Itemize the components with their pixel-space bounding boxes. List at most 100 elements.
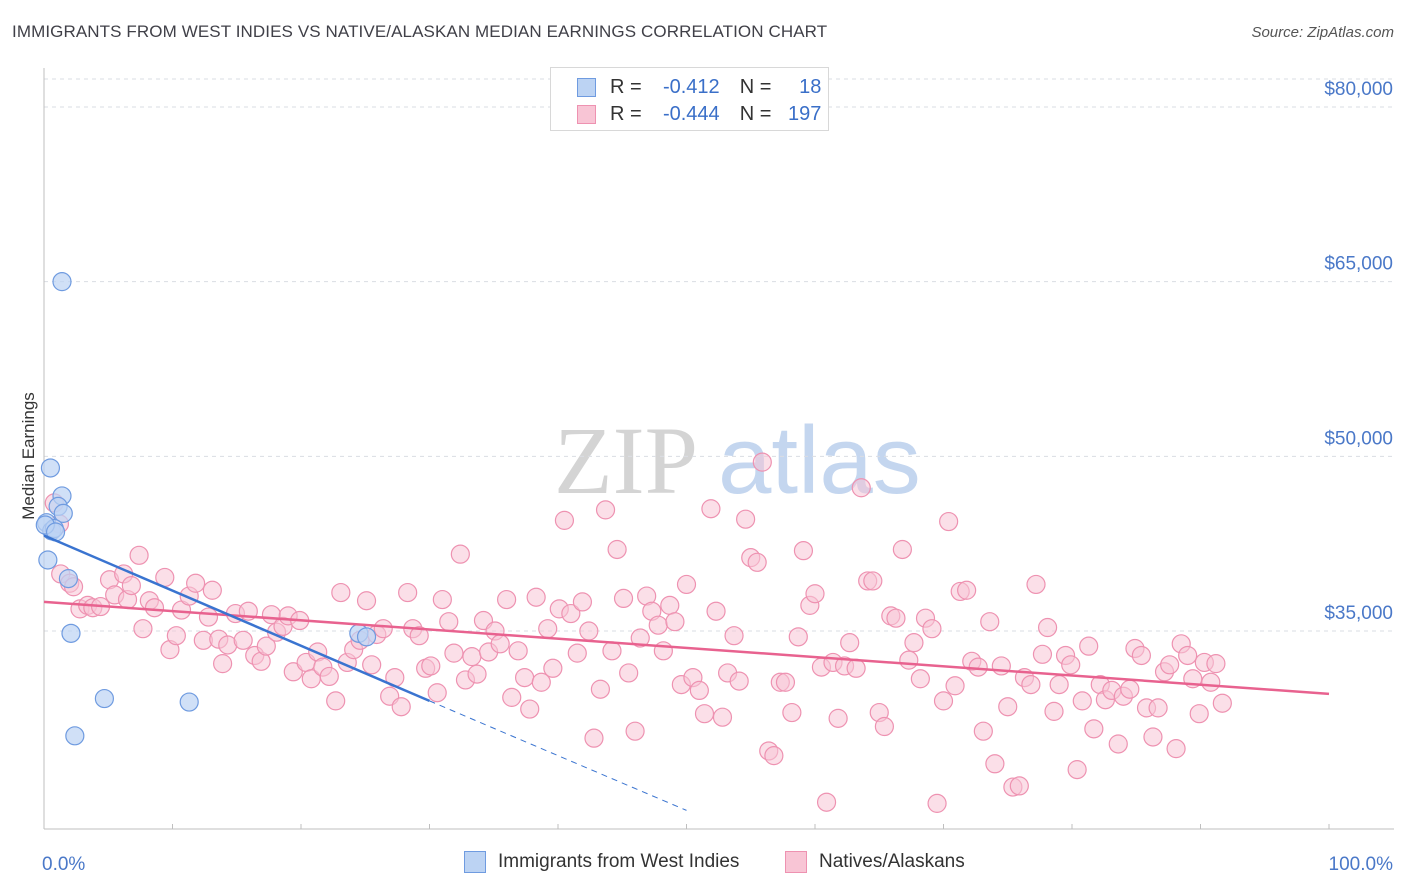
- data-point-natives: [1131, 645, 1151, 666]
- data-point-natives: [450, 544, 470, 564]
- data-point-west-indies: [179, 692, 199, 712]
- data-point-natives: [567, 643, 587, 663]
- data-point-natives: [1044, 701, 1064, 721]
- data-point-natives: [828, 708, 848, 728]
- data-point-natives: [520, 699, 540, 719]
- series-immigrants-west-indies: [35, 272, 377, 746]
- data-point-natives: [985, 754, 1005, 774]
- data-point-natives: [129, 545, 149, 565]
- data-point-natives: [572, 592, 593, 612]
- data-point-natives: [607, 539, 627, 560]
- data-point-natives: [561, 603, 581, 624]
- data-point-natives: [1189, 704, 1209, 724]
- legend-item-west-indies: Immigrants from West Indies: [464, 851, 739, 873]
- trend-line-west-indies-extension: [429, 700, 687, 811]
- data-point-natives: [373, 619, 393, 639]
- y-tick-label: $65,000: [1324, 254, 1393, 275]
- data-point-natives: [590, 679, 611, 699]
- data-point-natives: [899, 650, 919, 670]
- data-point-west-indies: [356, 627, 377, 647]
- data-point-natives: [198, 607, 219, 627]
- grid-lines: [44, 78, 1394, 632]
- data-point-west-indies: [38, 550, 58, 570]
- data-point-natives: [1178, 645, 1198, 666]
- data-point-natives: [213, 654, 233, 674]
- trend-line-west-indies: [43, 534, 430, 703]
- data-point-natives: [595, 500, 616, 520]
- legend-n-value: 197: [788, 102, 822, 125]
- watermark: ZIP atlas: [554, 407, 921, 514]
- data-point-natives: [538, 619, 558, 639]
- source-label: Source: ZipAtlas.com: [1251, 24, 1394, 41]
- legend-swatch-west-indies: [464, 851, 486, 873]
- data-point-natives: [851, 478, 871, 498]
- data-point-natives: [497, 589, 517, 610]
- data-point-natives: [752, 452, 772, 472]
- data-point-natives: [1026, 574, 1046, 595]
- data-point-natives: [892, 539, 912, 560]
- legend-item-natives: Natives/Alaskans: [785, 851, 965, 873]
- data-point-natives: [1160, 655, 1180, 675]
- data-point-natives: [1201, 672, 1221, 692]
- y-tick-labels: $35,000 $50,000 $65,000 $80,000: [1324, 79, 1393, 624]
- data-point-natives: [326, 691, 346, 711]
- data-point-natives: [1148, 698, 1168, 718]
- data-point-natives: [957, 580, 977, 600]
- data-point-natives: [526, 587, 546, 607]
- x-tick-label-min: 0.0%: [42, 854, 85, 875]
- data-point-natives: [186, 573, 206, 593]
- data-point-natives: [331, 582, 351, 603]
- data-point-natives: [462, 647, 482, 667]
- y-tick-label: $50,000: [1324, 428, 1393, 449]
- data-point-natives: [648, 615, 668, 635]
- data-point-natives: [1049, 674, 1069, 695]
- data-point-natives: [256, 636, 276, 656]
- watermark-atlas: atlas: [718, 407, 921, 514]
- data-point-natives: [660, 595, 680, 615]
- data-point-natives: [782, 702, 802, 723]
- x-tick-label-max: 100.0%: [1329, 854, 1394, 875]
- data-point-west-indies: [94, 688, 114, 709]
- data-point-natives: [602, 641, 622, 661]
- legend-row-natives: R = -0.444 N = 197: [577, 102, 821, 126]
- data-point-natives: [980, 612, 1000, 632]
- data-point-natives: [625, 721, 645, 741]
- data-point-natives: [922, 619, 942, 639]
- data-point-natives: [1079, 636, 1099, 656]
- data-point-natives: [133, 619, 153, 639]
- correlation-legend: R = -0.412 N = 18 R = -0.444 N = 197: [550, 67, 829, 131]
- data-point-natives: [874, 716, 894, 737]
- legend-swatch-natives: [785, 851, 807, 873]
- legend-row-west-indies: R = -0.412 N = 18: [577, 75, 821, 99]
- data-point-natives: [775, 672, 796, 692]
- data-point-natives: [1108, 734, 1128, 754]
- data-point-natives: [945, 676, 965, 696]
- data-point-natives: [432, 589, 452, 610]
- data-point-west-indies: [61, 623, 81, 643]
- data-point-natives: [421, 656, 441, 676]
- legend-r-value: -0.444: [662, 102, 720, 125]
- data-point-natives: [1021, 674, 1041, 695]
- data-point-natives: [1067, 760, 1087, 780]
- data-point-natives: [630, 628, 650, 648]
- data-point-natives: [444, 643, 464, 663]
- data-point-natives: [1072, 691, 1092, 711]
- watermark-zip: ZIP: [554, 407, 698, 514]
- data-point-natives: [816, 792, 837, 812]
- data-point-natives: [846, 658, 866, 678]
- data-point-natives: [613, 588, 634, 609]
- data-point-west-indies: [52, 272, 72, 292]
- data-point-natives: [1032, 644, 1053, 664]
- legend-r-value: -0.412: [662, 75, 720, 98]
- data-point-natives: [973, 721, 993, 741]
- y-axis-label: Median Earnings: [19, 392, 38, 520]
- data-point-natives: [398, 582, 418, 603]
- data-point-natives: [904, 633, 924, 653]
- data-point-natives: [409, 626, 429, 646]
- x-tick-labels: 0.0% 100.0%: [42, 854, 1393, 875]
- data-point-natives: [998, 697, 1018, 717]
- data-point-natives: [508, 641, 528, 661]
- data-point-natives: [676, 574, 697, 595]
- series-legend: Immigrants from West Indies Natives/Alas…: [0, 851, 1406, 877]
- data-point-natives: [910, 669, 930, 689]
